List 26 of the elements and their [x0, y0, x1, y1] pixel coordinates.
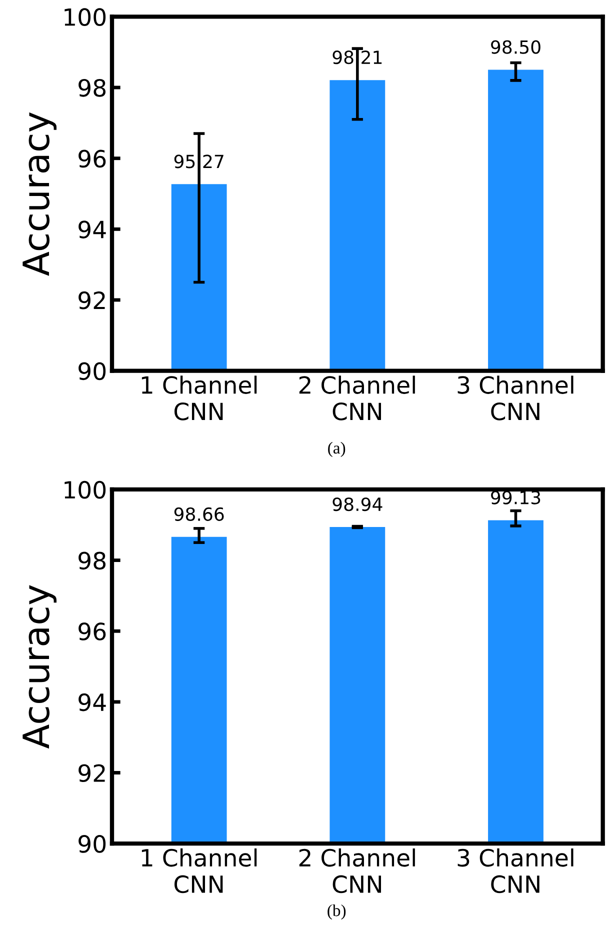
- y-axis-title: Accuracy: [22, 112, 57, 276]
- data-label: 98.50: [491, 40, 540, 54]
- y-tick-label: 96: [78, 622, 106, 640]
- data-label: 98.66: [174, 507, 224, 522]
- x-tick-label: 3 Channel CNN: [458, 848, 574, 894]
- text: (a): [328, 442, 346, 458]
- y-tick-label: 96: [78, 150, 106, 168]
- y-axis-title: Accuracy: [22, 585, 57, 749]
- y-tick-label: 98: [78, 552, 106, 570]
- x-tick-label: 2 Channel CNN: [299, 848, 415, 894]
- x-tick-label: 1 Channel CNN: [142, 376, 257, 420]
- y-tick-label: 100: [64, 8, 106, 26]
- y-tick-label: 92: [78, 764, 105, 782]
- y-tick-label: 90: [78, 835, 106, 853]
- data-label: 98.94: [332, 497, 382, 512]
- x-tick-label: 3 Channel CNN: [458, 376, 574, 420]
- y-tick-label: 94: [78, 220, 106, 238]
- text: (b): [328, 904, 346, 920]
- y-tick-label: 100: [64, 480, 106, 499]
- x-tick-label: 2 Channel CNN: [299, 376, 415, 420]
- y-tick-label: 92: [78, 291, 105, 310]
- y-tick-label: 94: [78, 693, 106, 712]
- y-tick-label: 90: [78, 362, 106, 380]
- data-label: 99.13: [491, 490, 540, 504]
- x-tick-label: 1 Channel CNN: [142, 848, 257, 894]
- y-tick-label: 98: [78, 78, 106, 97]
